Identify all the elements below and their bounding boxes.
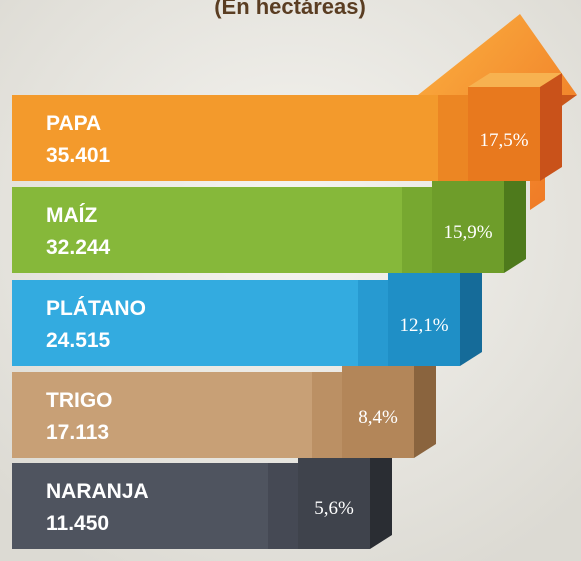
band xyxy=(12,187,432,273)
item-value: 24.515 xyxy=(46,329,111,352)
title: (En hectáreas) xyxy=(214,0,366,19)
step-side xyxy=(370,441,392,549)
item-share: 5,6% xyxy=(314,498,354,519)
item-value: 11.450 xyxy=(46,512,109,535)
step-side xyxy=(540,73,562,181)
band xyxy=(12,463,298,549)
band xyxy=(12,280,388,366)
step-face xyxy=(388,272,460,366)
item-name: PLÁTANO xyxy=(46,297,146,320)
band-shadow xyxy=(268,463,298,549)
item-value: 32.244 xyxy=(46,236,111,259)
item-name: MAÍZ xyxy=(46,204,97,227)
item-share: 15,9% xyxy=(443,222,492,243)
item-share: 17,5% xyxy=(479,130,528,151)
steps: NARANJA 11.450 5,6% TRIGO 17.113 8,4% PLÁTANO 2… xyxy=(12,73,562,549)
step-side xyxy=(504,165,526,273)
band-shadow xyxy=(312,372,342,458)
band-shadow xyxy=(402,187,432,273)
band xyxy=(12,372,342,458)
step-top xyxy=(468,73,562,87)
item-name: NARANJA xyxy=(46,480,149,503)
band-shadow xyxy=(438,95,468,181)
item-value: 17.113 xyxy=(46,421,109,444)
band-shadow xyxy=(358,280,388,366)
item-share: 8,4% xyxy=(358,407,398,428)
step-side xyxy=(414,350,436,458)
item-name: PAPA xyxy=(46,112,101,135)
step-face xyxy=(342,364,414,458)
band xyxy=(12,95,468,181)
step-face xyxy=(298,455,370,549)
step-side xyxy=(460,258,482,366)
item-name: TRIGO xyxy=(46,389,113,412)
step-face xyxy=(432,179,504,273)
item-value: 35.401 xyxy=(46,144,111,167)
item-share: 12,1% xyxy=(399,315,448,336)
step-face xyxy=(468,87,540,181)
